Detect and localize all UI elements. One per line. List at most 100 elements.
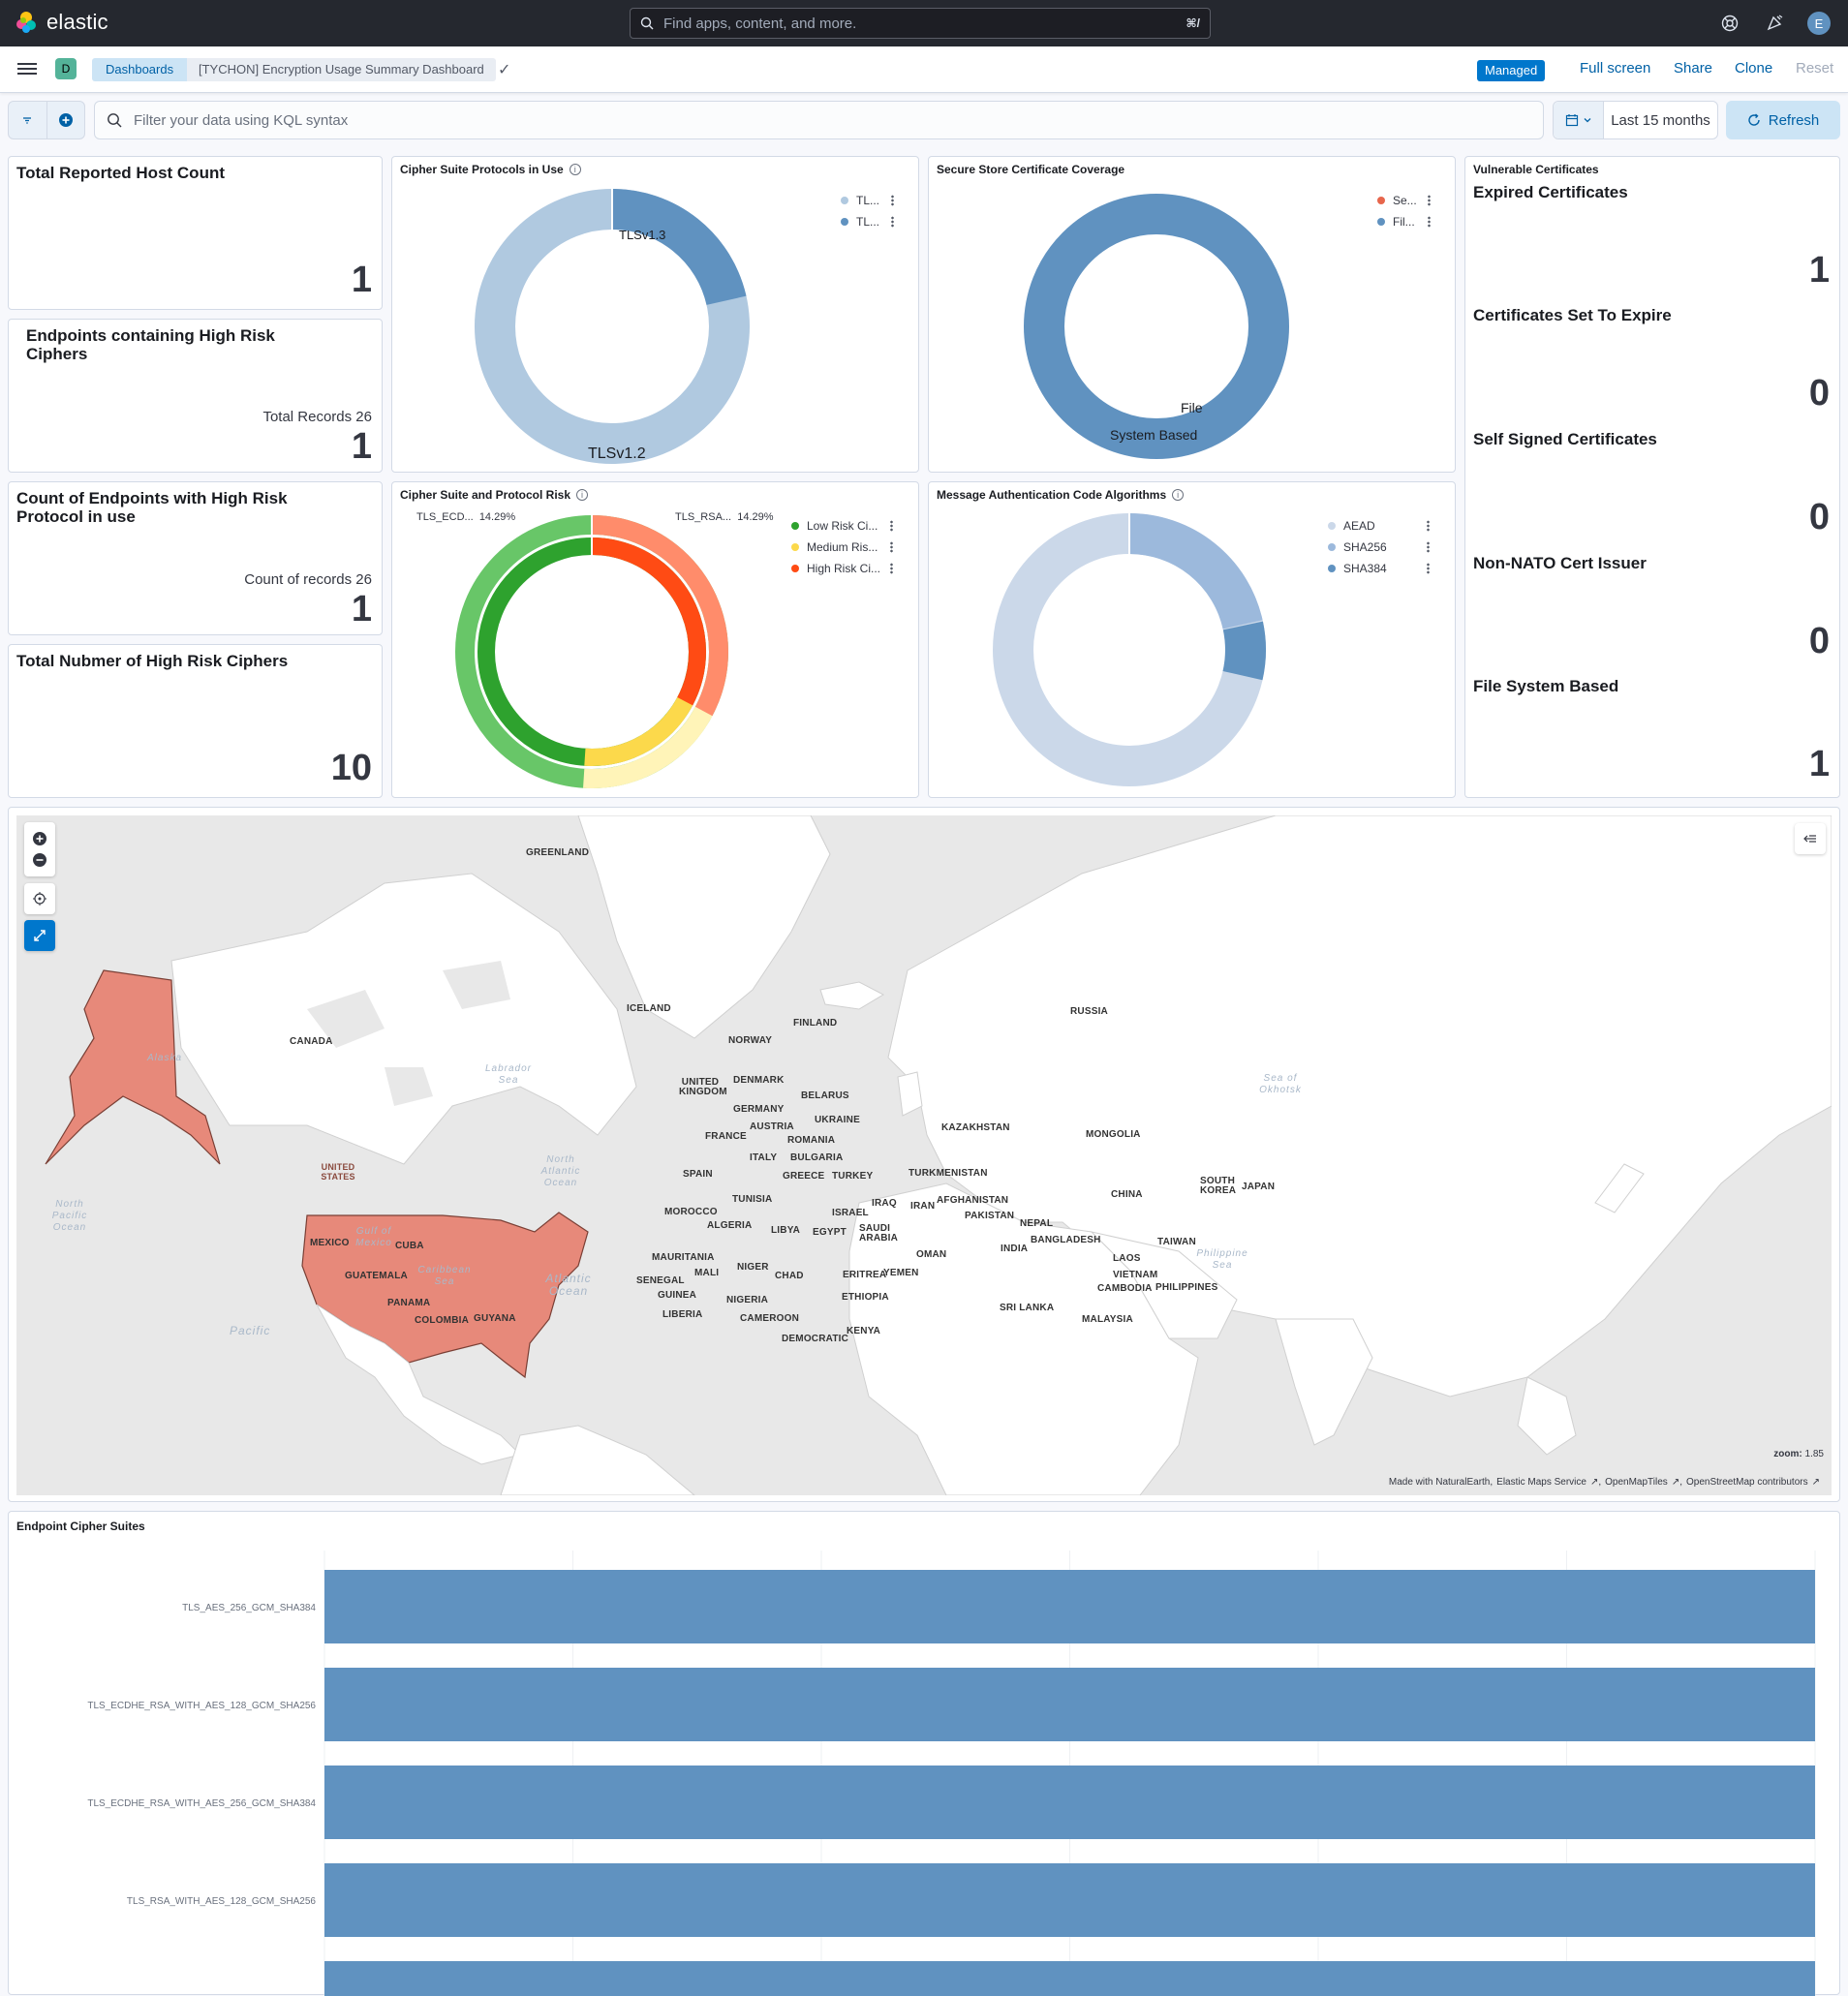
full-screen-button[interactable]: Full screen: [1580, 60, 1651, 77]
info-icon[interactable]: i: [1172, 489, 1185, 501]
zoom-indicator: zoom: 1.85: [1773, 1449, 1824, 1459]
legend-actions-icon[interactable]: [1427, 563, 1430, 574]
map-label: MOROCCO: [664, 1207, 718, 1217]
elastic-logo-icon: [16, 12, 36, 33]
legend-item[interactable]: SHA384: [1328, 558, 1430, 579]
legend-actions-icon[interactable]: [890, 563, 893, 574]
callout-value: 14.29%: [737, 511, 774, 523]
map-label: YEMEN: [883, 1268, 919, 1278]
legend-swatch: [1328, 543, 1336, 551]
legend-item[interactable]: Medium Ris...: [791, 537, 893, 558]
map-label: AFGHANISTAN: [937, 1195, 1009, 1206]
map-label: NEPAL: [1020, 1218, 1054, 1229]
donut-slice-sha384[interactable]: [992, 512, 1268, 788]
map-label: ERITREA: [843, 1270, 887, 1280]
map-label: SPAIN: [683, 1169, 713, 1180]
attribution-link[interactable]: Elastic Maps Service: [1496, 1477, 1586, 1488]
legend-item[interactable]: Se...: [1377, 190, 1431, 211]
bar-partial[interactable]: [324, 1961, 1815, 1996]
legend-item[interactable]: AEAD: [1328, 515, 1430, 537]
legend-actions-icon[interactable]: [890, 541, 893, 553]
legend-item[interactable]: Fil...: [1377, 211, 1431, 232]
legend-actions-icon[interactable]: [891, 216, 894, 228]
map-label: NORWAY: [728, 1035, 773, 1046]
chart-legend: Se... Fil...: [1377, 190, 1431, 232]
map-label: CAMEROON: [740, 1313, 800, 1324]
bar-2[interactable]: [324, 1766, 1815, 1839]
zoom-in-icon[interactable]: [32, 831, 47, 846]
layer-control-icon[interactable]: [1795, 823, 1826, 854]
global-search-input[interactable]: Find apps, content, and more. ⌘/: [630, 8, 1211, 39]
panel-title-text: Endpoint Cipher Suites: [16, 1520, 145, 1533]
map-label: MALAYSIA: [1082, 1314, 1133, 1325]
bar-1[interactable]: [324, 1668, 1815, 1741]
metric-subtitle: Count of records 26: [244, 571, 372, 588]
ocean-label: Labrador Sea: [484, 1063, 533, 1086]
attribution-link[interactable]: OpenStreetMap contributors: [1685, 1477, 1808, 1488]
saved-check-icon: ✓: [498, 62, 511, 78]
legend-item[interactable]: High Risk Ci...: [791, 558, 893, 579]
legend-item[interactable]: Low Risk Ci...: [791, 515, 893, 537]
filter-buttons: [8, 101, 85, 139]
legend-label: TL...: [856, 215, 880, 229]
legend-actions-icon[interactable]: [890, 520, 893, 532]
legend-item[interactable]: TL...: [841, 190, 894, 211]
map-canvas[interactable]: GREENLAND ICELAND CANADA UNITED STATES R…: [16, 815, 1832, 1495]
attribution-link[interactable]: OpenMapTiles: [1605, 1477, 1668, 1488]
map-label: MEXICO: [310, 1238, 350, 1248]
donut-slice-file-system[interactable]: [1024, 194, 1289, 459]
legend-actions-icon[interactable]: [1427, 520, 1430, 532]
legend-label: SHA256: [1343, 540, 1387, 554]
panel-cipher-protocol-risk: Cipher Suite and Protocol Risk i TLS_ECD.…: [391, 481, 919, 798]
map-label: DENMARK: [733, 1075, 785, 1086]
map-label: PAKISTAN: [965, 1211, 1015, 1221]
map-label: ICELAND: [627, 1003, 671, 1014]
legend-actions-icon[interactable]: [891, 195, 894, 206]
metric-title: Non-NATO Cert Issuer: [1473, 554, 1647, 572]
managed-badge[interactable]: Managed: [1477, 60, 1546, 81]
inner-ring-medium[interactable]: [450, 509, 734, 795]
map-label: DEMOCRATIC: [782, 1334, 849, 1344]
legend-actions-icon[interactable]: [1427, 541, 1430, 553]
global-header: elastic Find apps, content, and more. ⌘/…: [0, 0, 1848, 46]
clone-button[interactable]: Clone: [1735, 60, 1773, 77]
cipher-suite-bar-chart: TLS_AES_256_GCM_SHA384 TLS_ECDHE_RSA_WITH…: [87, 1551, 1816, 1996]
time-range-label[interactable]: Last 15 months: [1611, 111, 1710, 129]
help-icon[interactable]: [1718, 12, 1741, 35]
news-feed-icon[interactable]: [1763, 12, 1786, 35]
time-picker[interactable]: Last 15 months: [1553, 101, 1718, 139]
zoom-out-icon[interactable]: [32, 852, 47, 868]
add-filter-icon[interactable]: [46, 102, 85, 138]
elastic-logo[interactable]: elastic: [14, 10, 108, 35]
info-icon[interactable]: i: [576, 489, 589, 501]
user-avatar[interactable]: E: [1807, 12, 1831, 35]
map-label: GREENLAND: [526, 847, 590, 858]
hamburger-menu-icon[interactable]: [17, 60, 37, 79]
region-alaska[interactable]: [45, 969, 221, 1165]
fit-to-data-icon[interactable]: [24, 883, 55, 914]
panel-endpoint-map: GREENLAND ICELAND CANADA UNITED STATES R…: [8, 807, 1840, 1502]
legend-actions-icon[interactable]: [1428, 216, 1431, 228]
panel-title-text: Cipher Suite and Protocol Risk: [400, 488, 571, 502]
bar-0[interactable]: [324, 1570, 1815, 1643]
legend-actions-icon[interactable]: [1428, 195, 1431, 206]
bar-3[interactable]: [324, 1863, 1815, 1937]
legend-item[interactable]: TL...: [841, 211, 894, 232]
legend-swatch: [791, 522, 799, 530]
slice-label-system-based: System Based: [1110, 427, 1197, 443]
space-avatar[interactable]: D: [55, 58, 77, 79]
refresh-button[interactable]: Refresh: [1726, 101, 1840, 139]
outer-ring-medium[interactable]: [450, 507, 741, 797]
slice-label-tlsv12: TLSv1.2: [588, 445, 646, 462]
kql-search-input[interactable]: Filter your data using KQL syntax: [94, 101, 1544, 139]
reset-button[interactable]: Reset: [1796, 60, 1834, 77]
info-icon[interactable]: i: [569, 164, 581, 175]
legend-item[interactable]: SHA256: [1328, 537, 1430, 558]
fullscreen-map-icon[interactable]: [24, 920, 55, 951]
share-button[interactable]: Share: [1674, 60, 1713, 77]
kql-placeholder: Filter your data using KQL syntax: [134, 111, 349, 129]
filter-menu-icon[interactable]: [9, 102, 46, 138]
breadcrumb-dashboards[interactable]: Dashboards: [92, 58, 188, 81]
calendar-icon[interactable]: [1554, 102, 1604, 138]
risk-sunburst: [450, 507, 741, 797]
